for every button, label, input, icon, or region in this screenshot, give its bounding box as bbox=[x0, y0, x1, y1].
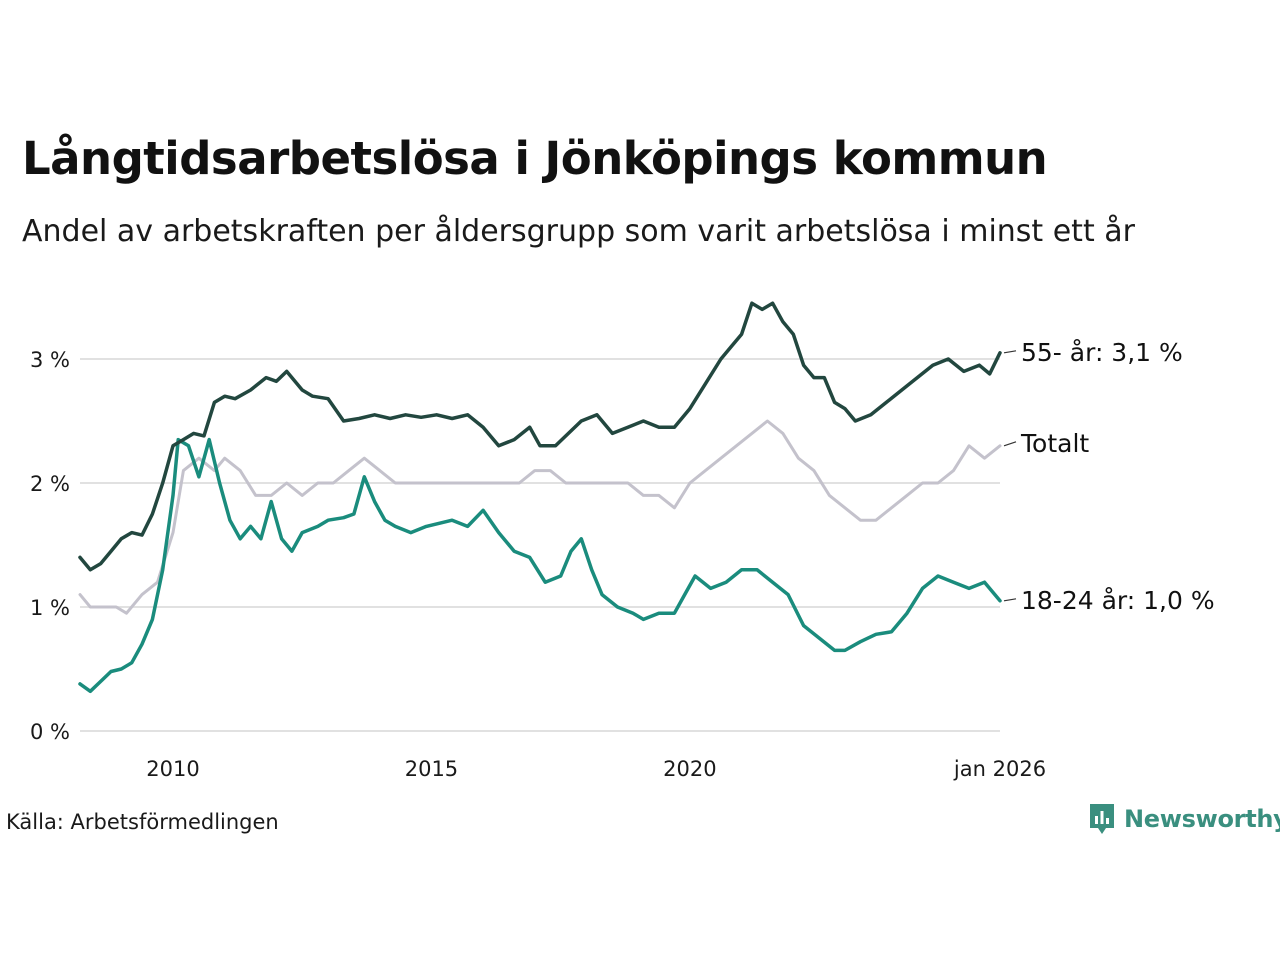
chart-title: Långtidsarbetslösa i Jönköpings kommun bbox=[22, 132, 1048, 185]
end-label-connector bbox=[1003, 441, 1017, 447]
chart-subtitle: Andel av arbetskraften per åldersgrupp s… bbox=[22, 214, 1135, 249]
series-line-total bbox=[78, 419, 1002, 615]
end-label-age18_24: 18-24 år: 1,0 % bbox=[1021, 586, 1215, 615]
x-tick-label: jan 2026 bbox=[953, 757, 1046, 781]
x-tick-label: 2015 bbox=[405, 757, 458, 781]
end-labels: Totalt 18-24 år: 1,0 % 55- år: 3,1 % bbox=[1003, 338, 1215, 615]
end-label-connector bbox=[1003, 598, 1017, 602]
y-tick-label: 2 % bbox=[30, 472, 70, 496]
source-note: Källa: Arbetsförmedlingen bbox=[6, 810, 279, 834]
gridlines bbox=[80, 358, 1000, 732]
y-axis-labels: 0 % 1 % 2 % 3 % bbox=[30, 348, 70, 744]
x-tick-label: 2010 bbox=[146, 757, 199, 781]
newsworthy-logo-icon bbox=[1090, 804, 1114, 834]
end-label-total: Totalt bbox=[1020, 429, 1089, 458]
end-label-connector bbox=[1003, 350, 1017, 354]
series-line-age18_24 bbox=[78, 437, 1002, 694]
y-tick-label: 3 % bbox=[30, 348, 70, 372]
y-tick-label: 0 % bbox=[30, 720, 70, 744]
series-lines bbox=[78, 301, 1002, 694]
x-axis-labels: 2010 2015 2020 jan 2026 bbox=[146, 757, 1046, 781]
brand-name: Newsworthy bbox=[1124, 805, 1280, 833]
end-label-age55: 55- år: 3,1 % bbox=[1021, 338, 1183, 367]
newsworthy-logo: Newsworthy bbox=[1088, 802, 1280, 836]
y-tick-label: 1 % bbox=[30, 596, 70, 620]
series-line-age55 bbox=[78, 301, 1002, 572]
x-tick-label: 2020 bbox=[663, 757, 716, 781]
